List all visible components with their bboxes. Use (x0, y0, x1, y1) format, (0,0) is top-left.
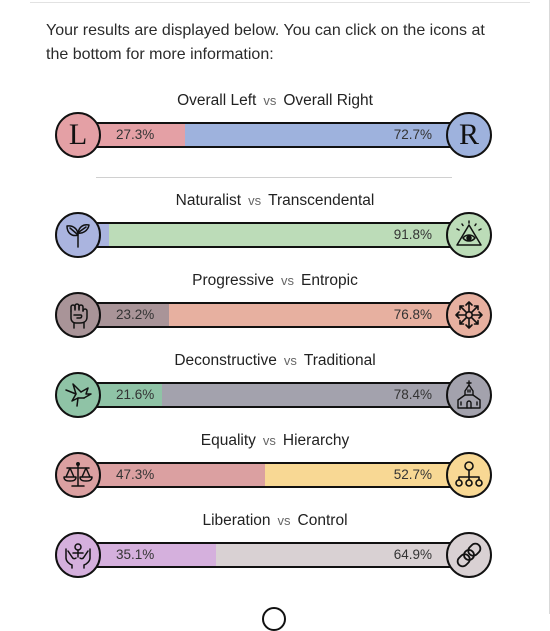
axis-title-equality-hierarchy: Equality vs Hierarchy (0, 432, 550, 450)
axis-title-naturalist-transcendental: Naturalist vs Transcendental (0, 192, 550, 210)
right-percentage: 78.4% (393, 387, 432, 402)
bar-fill-left (76, 464, 266, 486)
sprout-icon[interactable] (55, 212, 101, 258)
bar-fill-right (168, 304, 476, 326)
R-letter-icon[interactable]: R (446, 112, 492, 158)
left-percentage: 21.6% (116, 387, 155, 402)
chaos-star-icon[interactable] (446, 292, 492, 338)
church-icon[interactable] (446, 372, 492, 418)
left-percentage: 27.3% (116, 127, 155, 142)
bar-fill-right (216, 544, 476, 566)
axis-left-label: Deconstructive (174, 352, 277, 369)
axis-right-label: Entropic (300, 272, 358, 289)
vs-label: vs (248, 193, 262, 208)
axis-left-label: Overall Left (177, 92, 257, 109)
chain-icon[interactable] (446, 532, 492, 578)
right-percentage: 76.8% (393, 307, 432, 322)
vs-label: vs (277, 513, 291, 528)
axis-right-label: Hierarchy (282, 432, 350, 449)
bar-fill-left (76, 544, 217, 566)
L-letter-icon[interactable]: L (55, 112, 101, 158)
axis-left-label: Liberation (202, 512, 271, 529)
score-bar-progressive-entropic: 23.2% 76.8% (74, 302, 478, 328)
axis-left-label: Equality (200, 432, 256, 449)
left-percentage: 23.2% (116, 307, 155, 322)
vs-label: vs (262, 433, 276, 448)
divider (96, 177, 452, 178)
left-percentage: 35.1% (116, 547, 155, 562)
axis-left-label: Progressive (192, 272, 274, 289)
scales-icon[interactable] (55, 452, 101, 498)
top-border (30, 2, 530, 3)
letter-R: R (458, 118, 479, 151)
vs-label: vs (283, 353, 297, 368)
letter-L: L (68, 118, 88, 151)
score-bar-naturalist-transcendental: 91.8% (74, 222, 478, 248)
score-bar-equality-hierarchy: 47.3% 52.7% (74, 462, 478, 488)
right-percentage: 64.9% (393, 547, 432, 562)
right-percentage: 52.7% (393, 467, 432, 482)
vs-label: vs (280, 273, 294, 288)
score-bar-left-right: 27.3% 72.7% (74, 122, 478, 148)
bar-fill-right (108, 224, 476, 246)
right-percentage: 91.8% (393, 227, 432, 242)
score-bar-liberation-control: 35.1% 64.9% (74, 542, 478, 568)
raised-hands-icon[interactable] (55, 532, 101, 578)
axis-title-left-right: Overall Left vs Overall Right (0, 92, 550, 110)
hierarchy-icon[interactable] (446, 452, 492, 498)
partial-icon[interactable] (262, 607, 286, 631)
axis-right-label: Control (297, 512, 348, 529)
axis-left-label: Naturalist (175, 192, 242, 209)
axis-title-liberation-control: Liberation vs Control (0, 512, 550, 530)
bar-fill-right (265, 464, 476, 486)
score-bar-deconstructive-traditional: 21.6% 78.4% (74, 382, 478, 408)
eye-pyramid-icon[interactable] (446, 212, 492, 258)
axis-right-label: Transcendental (268, 192, 375, 209)
vs-label: vs (263, 93, 277, 108)
right-percentage: 72.7% (393, 127, 432, 142)
axis-title-progressive-entropic: Progressive vs Entropic (0, 272, 550, 290)
axis-right-label: Traditional (303, 352, 376, 369)
bar-fill-left (76, 124, 186, 146)
axis-right-label: Overall Right (283, 92, 373, 109)
bar-fill-right (185, 124, 476, 146)
bar-fill-right (162, 384, 476, 406)
broken-bird-icon[interactable] (55, 372, 101, 418)
left-percentage: 47.3% (116, 467, 155, 482)
axis-title-deconstructive-traditional: Deconstructive vs Traditional (0, 352, 550, 370)
intro-text: Your results are displayed below. You ca… (46, 22, 485, 63)
raised-fist-icon[interactable] (55, 292, 101, 338)
